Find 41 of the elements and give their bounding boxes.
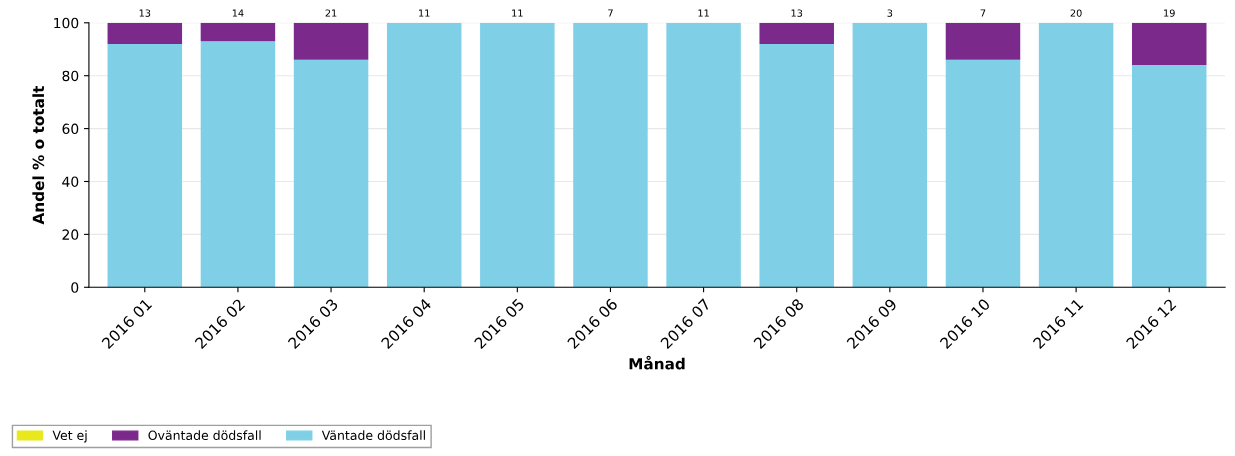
annotation: 13 xyxy=(791,9,803,17)
bar xyxy=(107,22,183,44)
annotation: 11 xyxy=(698,9,709,17)
y-tick-label: 40 xyxy=(62,176,79,187)
bar xyxy=(666,22,741,288)
annotation: 14 xyxy=(232,9,244,17)
annotation: 19 xyxy=(1164,9,1175,17)
bar xyxy=(1131,22,1207,66)
annotation: 7 xyxy=(608,9,613,17)
annotation: 7 xyxy=(980,9,986,17)
annotation: 21 xyxy=(325,9,337,17)
x-axis-title: Månad xyxy=(629,355,685,370)
annotation: 11 xyxy=(512,9,523,17)
bar xyxy=(1038,22,1114,288)
annotation: 11 xyxy=(419,9,430,17)
y-axis-title: Andel % o totalt xyxy=(32,85,45,225)
annotation: 3 xyxy=(887,9,893,17)
bar xyxy=(945,22,1021,60)
bar xyxy=(1131,65,1207,288)
y-tick-label: 0 xyxy=(71,282,79,293)
bar xyxy=(293,59,369,288)
annotation: 20 xyxy=(1070,9,1082,17)
y-tick-label: 20 xyxy=(62,229,79,240)
legend-label: Väntade dödsfall xyxy=(321,430,425,441)
bar xyxy=(852,22,928,288)
bar xyxy=(107,43,183,288)
annotation: 13 xyxy=(139,9,151,17)
bar xyxy=(386,22,462,288)
y-tick-label: 60 xyxy=(62,123,79,135)
bar xyxy=(759,22,834,44)
bar xyxy=(200,41,276,288)
bar xyxy=(573,22,648,288)
y-tick-label: 80 xyxy=(62,70,79,82)
bar xyxy=(200,22,276,42)
y-tick-label: 100 xyxy=(54,17,79,29)
bar xyxy=(759,43,834,288)
bar xyxy=(293,22,369,60)
bar xyxy=(945,59,1021,288)
legend-label: Vet ej xyxy=(52,430,87,443)
legend-label: Oväntade dödsfall xyxy=(148,430,261,441)
bar xyxy=(480,22,555,288)
